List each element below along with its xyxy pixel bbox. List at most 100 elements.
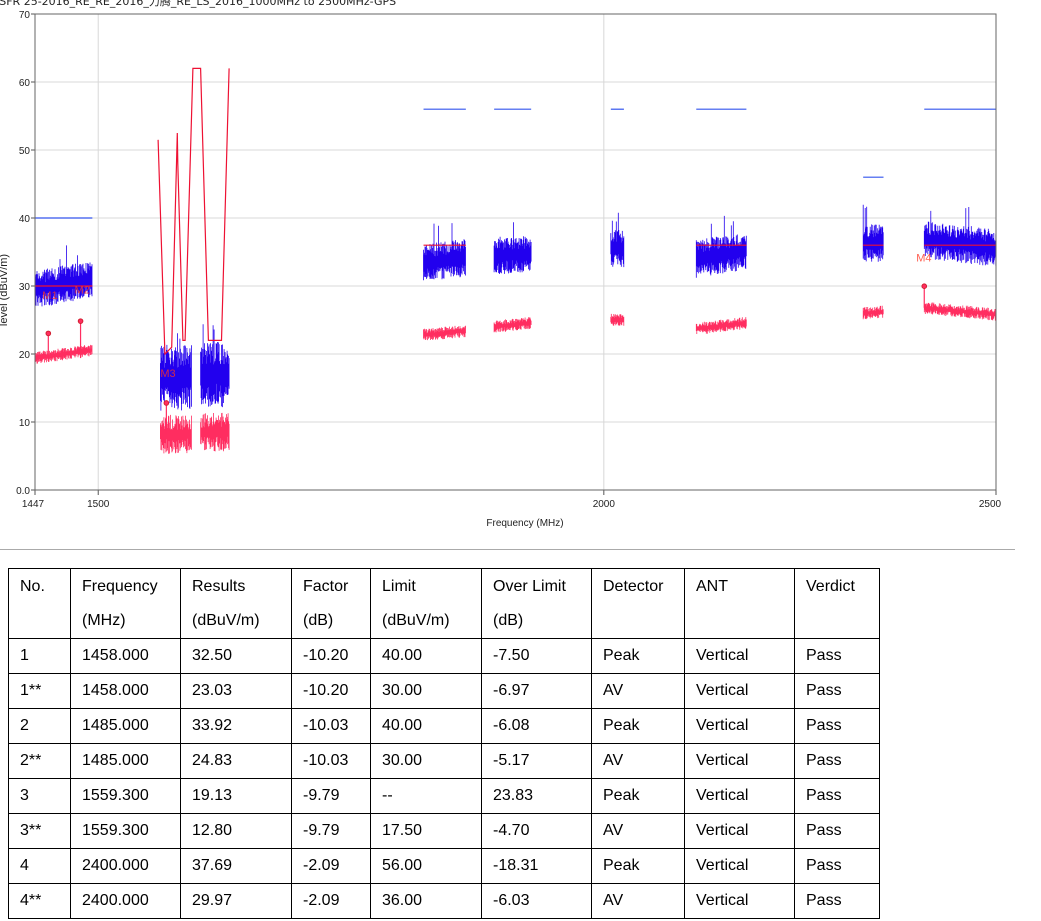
column-header: Factor (dB) <box>291 568 371 639</box>
table-cell: -6.08 <box>481 708 592 744</box>
table-cell: Vertical <box>684 848 795 884</box>
table-cell: 33.92 <box>180 708 292 744</box>
table-row: 4 2400.000 37.69 -2.09 56.00 -18.31 Peak Vertic… <box>8 848 880 884</box>
table-cell: 2400.000 <box>70 848 181 884</box>
table-row: 3 1559.300 19.13 -9.79 -- 23.83 Peak Vertical Pa… <box>8 778 880 814</box>
column-header: Verdict <box>794 568 880 639</box>
average-trace <box>423 325 466 341</box>
table-cell: -9.79 <box>291 813 371 849</box>
plot-border <box>34 13 997 491</box>
table-row: 2** 1485.000 24.83 -10.03 30.00 -5.17 AV Vertic… <box>8 743 880 779</box>
y-tick-label: 50 <box>19 146 31 157</box>
y-axis-label: level (dBuV/m) <box>0 254 10 326</box>
table-cell: Pass <box>794 743 880 779</box>
table-cell: 4** <box>8 883 71 919</box>
column-header-line: Factor <box>303 578 349 595</box>
column-header: Over Limit (dB) <box>481 568 592 639</box>
table-cell: -6.03 <box>481 883 592 919</box>
average-trace <box>695 317 747 334</box>
table-cell: Peak <box>591 848 685 884</box>
table-cell: 1559.300 <box>70 778 181 814</box>
peak-trace <box>160 333 192 411</box>
column-header-line: Detector <box>603 578 664 595</box>
table-cell: 1485.000 <box>70 743 181 779</box>
table-cell: 12.80 <box>180 813 292 849</box>
table-cell: Vertical <box>684 813 795 849</box>
table-cell: 1458.000 <box>70 638 181 674</box>
chart-title: ISFR 25-2016_RE_RE_2016_力腾_RE_LS_2016_10… <box>0 0 397 8</box>
table-row: 4** 2400.000 29.97 -2.09 36.00 -6.03 AV Vertica… <box>8 883 880 919</box>
table-cell: 40.00 <box>370 708 482 744</box>
table-cell: 1559.300 <box>70 813 181 849</box>
table-cell: 24.83 <box>180 743 292 779</box>
peak-trace <box>423 223 466 281</box>
table-cell: AV <box>591 813 685 849</box>
table-cell: -7.50 <box>481 638 592 674</box>
table-cell: Peak <box>591 708 685 744</box>
x-tick-label: 1500 <box>87 499 110 510</box>
x-tick-label: 1447 <box>22 499 45 510</box>
column-header: Detector <box>591 568 685 639</box>
peak-trace <box>610 212 625 268</box>
table-cell: 2400.000 <box>70 883 181 919</box>
table-cell: 2** <box>8 743 71 779</box>
table-cell: -18.31 <box>481 848 592 884</box>
table-row: 2 1485.000 33.92 -10.03 40.00 -6.08 Peak Vertic… <box>8 708 880 744</box>
table-cell: Pass <box>794 813 880 849</box>
column-header-line: (MHz) <box>82 612 126 629</box>
table-cell: 32.50 <box>180 638 292 674</box>
emission-chart: 0.0 10 20 30 40 50 60 70 1447 1500 2000 2500 Frequen… <box>0 10 1002 529</box>
x-tick-label: 2500 <box>979 499 1002 510</box>
column-header-line: Frequency <box>82 578 158 595</box>
peak-trace <box>493 222 532 274</box>
table-cell: 23.03 <box>180 673 292 709</box>
marker-label: M4 <box>916 252 931 264</box>
table-row: 3** 1559.300 12.80 -9.79 17.50 -4.70 AV Vertica… <box>8 813 880 849</box>
column-header-line: Results <box>192 578 246 595</box>
column-header-line <box>696 604 794 638</box>
column-header-line: No. <box>20 578 45 595</box>
table-cell: 1458.000 <box>70 673 181 709</box>
table-cell: -5.17 <box>481 743 592 779</box>
column-header-line <box>603 604 684 638</box>
marker-label: M2 <box>75 284 90 296</box>
table-cell: 17.50 <box>370 813 482 849</box>
table-cell: -- <box>370 778 482 814</box>
table-cell: -10.20 <box>291 673 371 709</box>
table-cell: 3** <box>8 813 71 849</box>
average-trace <box>610 313 625 326</box>
column-header-line: ANT <box>696 578 728 595</box>
table-cell: 1485.000 <box>70 708 181 744</box>
column-header: Results (dBuV/m) <box>180 568 292 639</box>
table-cell: 29.97 <box>180 883 292 919</box>
average-trace <box>200 412 230 452</box>
table-cell: Pass <box>794 708 880 744</box>
table-cell: 30.00 <box>370 673 482 709</box>
average-marker-point <box>77 318 84 324</box>
table-cell: AV <box>591 673 685 709</box>
marker-label: M1 <box>42 290 57 302</box>
table-cell: 37.69 <box>180 848 292 884</box>
table-cell: 3 <box>8 778 71 814</box>
column-header: Limit (dBuV/m) <box>370 568 482 639</box>
table-cell: 23.83 <box>481 778 592 814</box>
table-cell: 4 <box>8 848 71 884</box>
column-header-line: (dBuV/m) <box>192 612 260 629</box>
table-cell: Vertical <box>684 778 795 814</box>
peak-trace <box>695 215 747 278</box>
table-cell: Peak <box>591 638 685 674</box>
table-cell: Pass <box>794 673 880 709</box>
table-cell: 40.00 <box>370 638 482 674</box>
table-cell: 56.00 <box>370 848 482 884</box>
column-header-line <box>20 604 70 638</box>
table-cell: Vertical <box>684 708 795 744</box>
table-cell: 1** <box>8 673 71 709</box>
results-table: No. Frequency (MHz) Results (dBuV/m) Factor (d… <box>8 568 880 919</box>
y-tick-label: 10 <box>19 418 31 429</box>
column-header: No. <box>8 568 71 639</box>
column-header-line <box>806 604 879 638</box>
table-cell: Vertical <box>684 883 795 919</box>
table-cell: 30.00 <box>370 743 482 779</box>
average-marker-point <box>921 283 928 290</box>
average-marker-point <box>163 400 170 406</box>
